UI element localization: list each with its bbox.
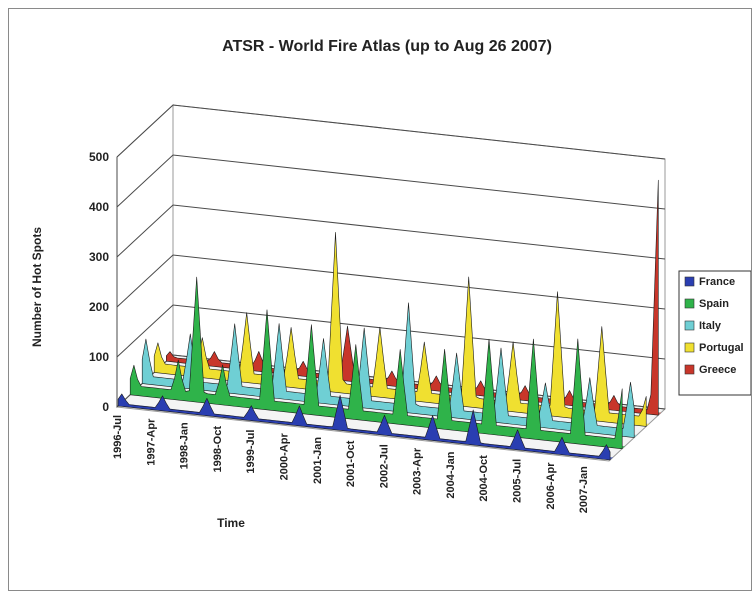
y-tick-label: 0	[102, 400, 109, 414]
x-tick-label: 2002-Jul	[378, 444, 390, 488]
legend-swatch	[684, 276, 695, 287]
legend-swatch	[684, 342, 695, 353]
legend-swatch	[684, 298, 695, 309]
chart-series-layer	[117, 179, 662, 461]
gridline	[116, 254, 666, 310]
x-tick-label: 2001-Oct	[345, 440, 357, 487]
legend-box	[678, 270, 751, 396]
x-tick-label: 2007-Jan	[578, 466, 590, 513]
y-tick-label: 200	[89, 300, 109, 314]
x-tick-label: 1999-Jul	[245, 430, 257, 474]
x-tick-label: 2006-Apr	[545, 462, 557, 510]
x-tick-label: 2000-Apr	[278, 433, 290, 481]
gridline	[116, 304, 666, 360]
gridline	[116, 204, 666, 260]
chart-title: ATSR - World Fire Atlas (up to Aug 26 20…	[222, 38, 552, 55]
series-france	[117, 393, 613, 461]
x-tick-label: 1998-Jan	[179, 422, 191, 469]
legend-swatch	[684, 320, 695, 331]
y-tick-label: 100	[89, 350, 109, 364]
gridline	[116, 154, 666, 210]
x-tick-label: 1997-Apr	[145, 418, 157, 466]
x-axis-label: Time	[217, 516, 245, 530]
y-tick-labels: 0 100 200 300 400 500	[89, 150, 109, 414]
chart-svg: 0 100 200 300 400 500 1996-Jul 1997-Apr 1998-Ja…	[30, 38, 751, 530]
x-tick-label: 2005-Jul	[512, 459, 524, 503]
legend-label: Greece	[699, 364, 736, 376]
y-tick-label: 500	[89, 150, 109, 164]
legend-label: Portugal	[699, 342, 744, 354]
series-area	[117, 393, 611, 461]
x-tick-label: 2004-Jan	[445, 451, 457, 498]
chart-gridlines	[116, 104, 666, 410]
x-tick-label: 2001-Jan	[312, 437, 324, 484]
series-spain	[129, 276, 625, 450]
legend-swatch	[684, 364, 695, 375]
y-tick-label: 300	[89, 250, 109, 264]
gridline	[116, 104, 666, 160]
legend-label: Spain	[699, 298, 729, 310]
x-tick-labels: 1996-Jul 1997-Apr 1998-Jan 1998-Oct 1999-Jul…	[112, 415, 590, 513]
y-tick-label: 400	[89, 200, 109, 214]
legend-label: Italy	[699, 320, 722, 332]
legend: France Spain Italy Portugal Greece	[678, 270, 751, 396]
legend-label: France	[699, 276, 735, 288]
y-axis-label: Number of Hot Spots	[30, 227, 44, 347]
x-tick-label: 2004-Oct	[478, 455, 490, 502]
series-area	[129, 276, 623, 450]
chart-frame: 0 100 200 300 400 500 1996-Jul 1997-Apr 1998-Ja…	[8, 8, 752, 591]
x-tick-label: 1996-Jul	[112, 415, 124, 459]
x-tick-label: 1998-Oct	[212, 426, 224, 473]
x-tick-label: 2003-Apr	[412, 447, 424, 495]
